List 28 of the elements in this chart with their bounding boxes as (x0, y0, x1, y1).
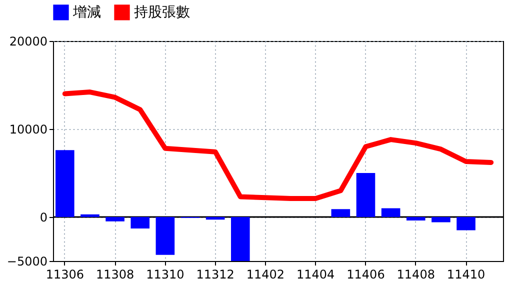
bar (156, 217, 175, 255)
bar (106, 217, 124, 222)
x-tick-label: 11408 (396, 268, 435, 282)
legend-label: 持股張數 (134, 4, 190, 20)
bar (432, 217, 450, 222)
bar (456, 217, 476, 230)
x-tick-label: 11306 (46, 268, 84, 282)
x-tick-label: 11402 (246, 268, 285, 282)
bar (206, 217, 225, 220)
x-tick-label: 11410 (446, 268, 486, 282)
x-tick-label: 11308 (96, 268, 134, 282)
bar (230, 217, 250, 261)
legend-label: 增減 (72, 4, 101, 20)
x-tick-label: 11310 (146, 268, 184, 282)
y-tick-label: 0 (40, 210, 48, 224)
bar (56, 150, 74, 217)
bar (356, 173, 376, 217)
x-tick-label: 11404 (296, 268, 335, 282)
bar (331, 209, 350, 217)
bar (381, 208, 400, 217)
x-tick-label: 11406 (346, 268, 385, 282)
bar (80, 214, 100, 217)
y-tick-label: −5000 (6, 254, 48, 268)
bar (406, 217, 426, 221)
y-tick-label: 20000 (9, 34, 48, 48)
x-tick-label: 11312 (196, 268, 234, 282)
bar (130, 217, 150, 228)
y-tick-label: 10000 (9, 122, 48, 136)
